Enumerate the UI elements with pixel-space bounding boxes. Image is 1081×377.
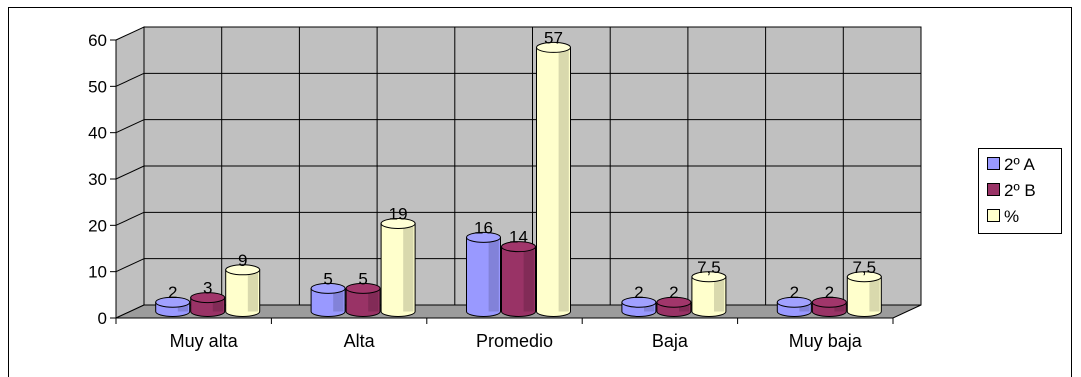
bar-shade (799, 302, 810, 312)
bar-top (811, 296, 847, 308)
bar-top (656, 296, 692, 308)
x-category-label: Alta (344, 331, 376, 351)
gridline-side (115, 165, 145, 180)
y-tick-label: 60 (88, 31, 107, 50)
data-label: 5 (358, 269, 367, 288)
data-label: 3 (203, 279, 212, 298)
data-label: 19 (389, 204, 408, 223)
bar-top (155, 296, 191, 308)
bar-top (536, 41, 571, 53)
bar-shade (714, 276, 725, 312)
bar-shade (403, 223, 414, 312)
bar-shade (558, 47, 569, 312)
bar-shade (247, 269, 258, 312)
bar-top (776, 296, 812, 308)
gridline-side (115, 119, 145, 134)
x-category-label: Muy alta (170, 331, 239, 351)
data-label: 2 (634, 283, 643, 302)
bar-top (466, 231, 501, 243)
bar-shade (177, 302, 188, 312)
data-label: 9 (238, 251, 247, 270)
data-label: 2 (669, 283, 678, 302)
bar-shade (834, 302, 845, 312)
gridline-side (115, 72, 145, 87)
legend-label-2a: 2º A (1004, 155, 1035, 174)
data-label: 57 (544, 28, 563, 47)
chart-frame (8, 7, 1072, 377)
bar-shade (488, 237, 499, 312)
bar-shade (644, 302, 655, 312)
data-label: 5 (323, 269, 332, 288)
bar-shade (523, 246, 534, 312)
bar-top (190, 292, 226, 304)
legend-swatch-2b (987, 183, 1000, 196)
legend-swatch-2a (987, 157, 1000, 170)
data-label: 2 (825, 283, 834, 302)
y-tick-label: 10 (88, 263, 107, 282)
bar-shade (869, 276, 880, 312)
data-label: 2 (790, 283, 799, 302)
y-tick-label: 40 (88, 124, 107, 143)
x-category-label: Muy baja (789, 331, 863, 351)
x-category-label: Baja (652, 331, 689, 351)
legend-item-percent: % (987, 207, 1019, 227)
bar-top (691, 271, 727, 283)
y-tick-label: 50 (88, 77, 107, 96)
bar-shade (212, 297, 223, 312)
bar-top (846, 271, 882, 283)
y-tick-label: 0 (98, 309, 107, 328)
data-label: 7,5 (852, 258, 876, 277)
bar-top (310, 282, 346, 294)
bar-top (380, 217, 416, 229)
x-category-label: Promedio (476, 331, 553, 351)
bar-top (501, 241, 536, 253)
bar-top (225, 264, 261, 276)
data-label: 16 (474, 218, 493, 237)
y-tick-label: 30 (88, 170, 107, 189)
gridline-side (115, 211, 145, 226)
bar-shade (679, 302, 690, 312)
gridline-side (115, 258, 145, 273)
legend-label-2b: 2º B (1004, 181, 1036, 200)
bar-shade (333, 288, 344, 312)
legend-swatch-percent (987, 209, 1000, 222)
data-label: 2 (168, 283, 177, 302)
legend-item-2b: 2º B (987, 181, 1036, 201)
data-label: 14 (509, 228, 528, 247)
bar-shade (368, 288, 379, 312)
y-tick-label: 20 (88, 216, 107, 235)
bar-chart: 0 10 20 30 40 50 60 Muy alta Alta Promedio Baja Muy… (88, 26, 922, 351)
bar-top (621, 296, 657, 308)
bar-top (345, 282, 381, 294)
legend: 2º A 2º B % (978, 148, 1062, 234)
data-label: 7,5 (697, 258, 721, 277)
legend-item-2a: 2º A (987, 155, 1035, 175)
legend-label-percent: % (1004, 207, 1020, 226)
